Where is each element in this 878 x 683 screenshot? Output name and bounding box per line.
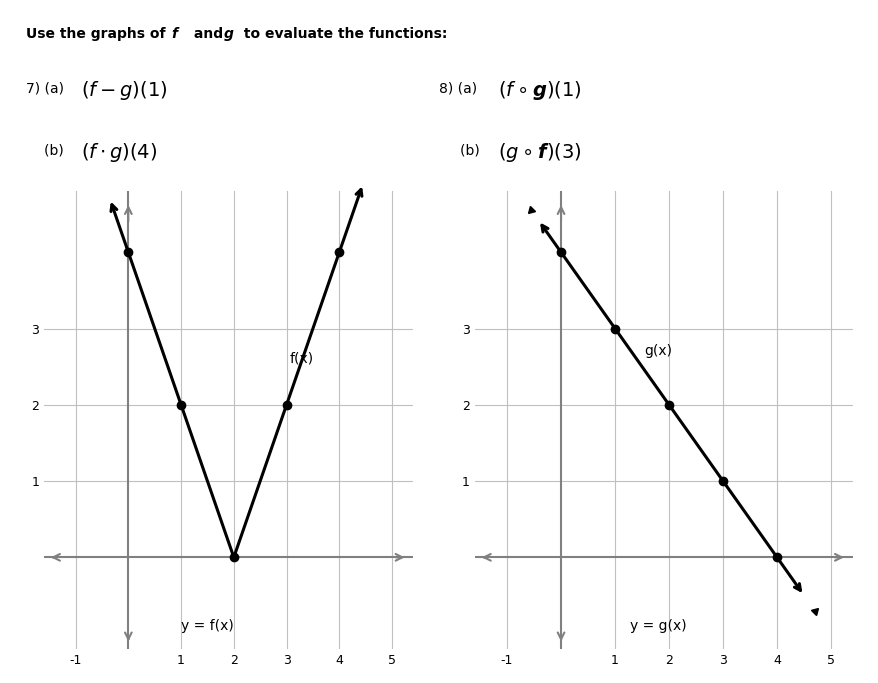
Text: $(g \circ \boldsymbol{f})(3)$: $(g \circ \boldsymbol{f})(3)$	[498, 141, 581, 165]
Text: 7) (a): 7) (a)	[26, 82, 68, 96]
Text: (b): (b)	[44, 143, 68, 157]
Text: and: and	[189, 27, 227, 41]
Text: $(f - g)(1)$: $(f - g)(1)$	[81, 79, 167, 102]
Text: $(f \circ \boldsymbol{g})(1)$: $(f \circ \boldsymbol{g})(1)$	[498, 79, 581, 102]
Text: f(x): f(x)	[289, 352, 313, 366]
Text: y = g(x): y = g(x)	[630, 619, 686, 632]
Text: y = f(x): y = f(x)	[181, 619, 234, 632]
Text: 8) (a): 8) (a)	[439, 82, 481, 96]
Text: g: g	[224, 27, 234, 41]
Text: f: f	[171, 27, 177, 41]
Text: Use the graphs of: Use the graphs of	[26, 27, 170, 41]
Text: g(x): g(x)	[644, 344, 672, 358]
Text: (b): (b)	[459, 143, 483, 157]
Text: $(f \cdot g)(4)$: $(f \cdot g)(4)$	[81, 141, 157, 165]
Text: to evaluate the functions:: to evaluate the functions:	[239, 27, 447, 41]
